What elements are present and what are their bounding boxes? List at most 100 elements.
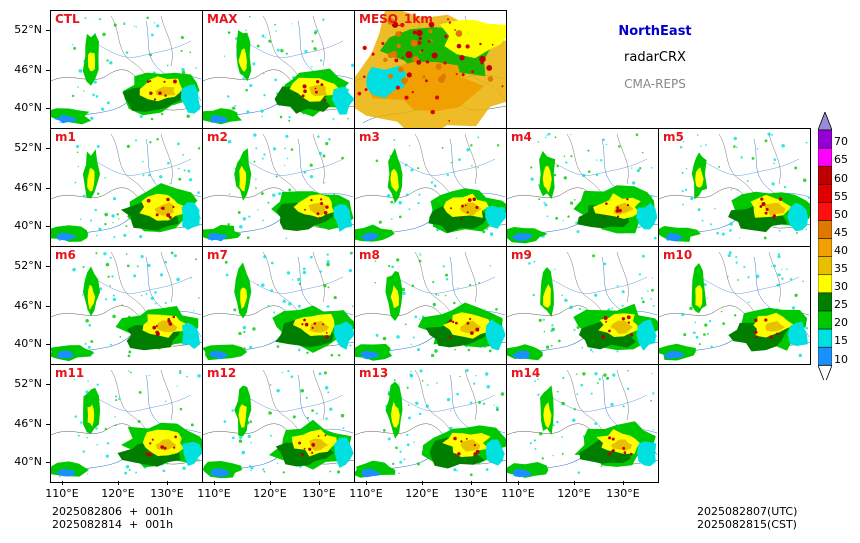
colorbar-tick-label: 15 bbox=[834, 334, 848, 348]
radar-map bbox=[659, 251, 810, 361]
lat-tick bbox=[46, 424, 50, 425]
radar-map bbox=[203, 15, 354, 125]
colorbar-tick-label: 40 bbox=[834, 243, 848, 257]
panel-label: m1 bbox=[55, 130, 76, 144]
lat-tick bbox=[46, 148, 50, 149]
colorbar-tick-label: 70 bbox=[834, 135, 848, 149]
lat-tick-label: 40°N bbox=[14, 219, 42, 232]
colorbar-segment bbox=[818, 328, 832, 348]
radar-map bbox=[51, 133, 202, 242]
lat-tick bbox=[46, 30, 50, 31]
map-panel-m5: m5 bbox=[658, 128, 811, 247]
colorbar-tick-label: 50 bbox=[834, 207, 848, 221]
colorbar bbox=[818, 112, 832, 380]
colorbar-segment bbox=[818, 346, 832, 366]
lat-tick bbox=[46, 306, 50, 307]
colorbar-extend-min bbox=[818, 364, 832, 380]
lon-tick-label: 130°E bbox=[606, 487, 640, 500]
lat-tick-label: 40°N bbox=[14, 337, 42, 350]
panel-label: MAX bbox=[207, 12, 238, 26]
radar-map bbox=[355, 11, 506, 128]
lon-tick bbox=[118, 481, 119, 485]
panel-label: m8 bbox=[359, 248, 380, 262]
radar-map bbox=[51, 369, 202, 478]
lon-tick bbox=[471, 481, 472, 485]
colorbar-segment bbox=[818, 147, 832, 167]
colorbar-segment bbox=[818, 274, 832, 294]
lon-tick-label: 120°E bbox=[101, 487, 135, 500]
lon-tick bbox=[214, 481, 215, 485]
map-panel-m4: m4 bbox=[506, 128, 659, 247]
init-time-cst: 2025082814 + 001h bbox=[52, 518, 174, 531]
colorbar-segment bbox=[818, 129, 832, 149]
model-title: CMA-REPS bbox=[624, 77, 686, 91]
lon-tick-label: 130°E bbox=[454, 487, 488, 500]
colorbar-tick-label: 30 bbox=[834, 280, 848, 294]
colorbar-segment bbox=[818, 292, 832, 312]
colorbar-extend-max bbox=[818, 112, 832, 131]
lat-tick-label: 40°N bbox=[14, 455, 42, 468]
map-panel-m2: m2 bbox=[202, 128, 355, 247]
colorbar-tick-label: 20 bbox=[834, 316, 848, 330]
lon-tick-label: 110°E bbox=[197, 487, 231, 500]
panel-label: m7 bbox=[207, 248, 228, 262]
panel-label: m6 bbox=[55, 248, 76, 262]
panel-label: MESO_1km bbox=[359, 12, 433, 26]
lon-tick bbox=[518, 481, 519, 485]
map-panel-m8: m8 bbox=[354, 246, 507, 365]
panel-label: m14 bbox=[511, 366, 541, 380]
panel-label: m9 bbox=[511, 248, 532, 262]
map-panel-m14: m14 bbox=[506, 364, 659, 483]
radar-map bbox=[51, 15, 202, 125]
lon-tick-label: 120°E bbox=[557, 487, 591, 500]
radar-map bbox=[51, 251, 202, 362]
radar-map bbox=[203, 369, 354, 479]
colorbar-segment bbox=[818, 310, 832, 330]
lat-tick bbox=[46, 226, 50, 227]
lat-tick bbox=[46, 344, 50, 345]
lon-tick-label: 120°E bbox=[405, 487, 439, 500]
colorbar-tick-label: 10 bbox=[834, 352, 848, 366]
lon-tick bbox=[623, 481, 624, 485]
lon-tick-label: 110°E bbox=[45, 487, 79, 500]
lat-tick-label: 46°N bbox=[14, 299, 42, 312]
region-title: NorthEast bbox=[618, 24, 692, 39]
map-panel-m11: m11 bbox=[50, 364, 203, 483]
colorbar-tick-label: 45 bbox=[834, 225, 848, 239]
lat-tick-label: 46°N bbox=[14, 417, 42, 430]
map-panel-m10: m10 bbox=[658, 246, 811, 365]
lon-tick-label: 130°E bbox=[302, 487, 336, 500]
lon-tick bbox=[422, 481, 423, 485]
map-panel-max: MAX bbox=[202, 10, 355, 129]
panel-label: CTL bbox=[55, 12, 80, 26]
colorbar-tick-label: 65 bbox=[834, 153, 848, 167]
radar-map bbox=[203, 133, 354, 242]
lat-tick-label: 46°N bbox=[14, 63, 42, 76]
panel-label: m4 bbox=[511, 130, 532, 144]
valid-time-cst: 2025082815(CST) bbox=[697, 518, 797, 531]
lat-tick-label: 52°N bbox=[14, 141, 42, 154]
map-panel-ctl: CTL bbox=[50, 10, 203, 129]
lon-tick-label: 130°E bbox=[150, 487, 184, 500]
radar-map bbox=[659, 132, 810, 242]
lat-tick bbox=[46, 70, 50, 71]
radar-map bbox=[355, 251, 506, 361]
colorbar-tick-label: 60 bbox=[834, 171, 848, 185]
colorbar-tick-label: 25 bbox=[834, 298, 848, 312]
radar-map bbox=[355, 133, 506, 242]
lon-tick bbox=[366, 481, 367, 485]
lat-tick bbox=[46, 266, 50, 267]
colorbar-segment bbox=[818, 165, 832, 185]
valid-time-utc: 2025082807(UTC) bbox=[697, 505, 798, 518]
map-panel-m1: m1 bbox=[50, 128, 203, 247]
map-panel-meso-1km: MESO_1km bbox=[354, 10, 507, 129]
map-panel-m3: m3 bbox=[354, 128, 507, 247]
panel-label: m12 bbox=[207, 366, 237, 380]
lon-tick bbox=[319, 481, 320, 485]
lat-tick-label: 52°N bbox=[14, 377, 42, 390]
lon-tick-label: 110°E bbox=[501, 487, 535, 500]
lon-tick bbox=[574, 481, 575, 485]
lon-tick bbox=[270, 481, 271, 485]
panel-label: m13 bbox=[359, 366, 389, 380]
lon-tick-label: 110°E bbox=[349, 487, 383, 500]
